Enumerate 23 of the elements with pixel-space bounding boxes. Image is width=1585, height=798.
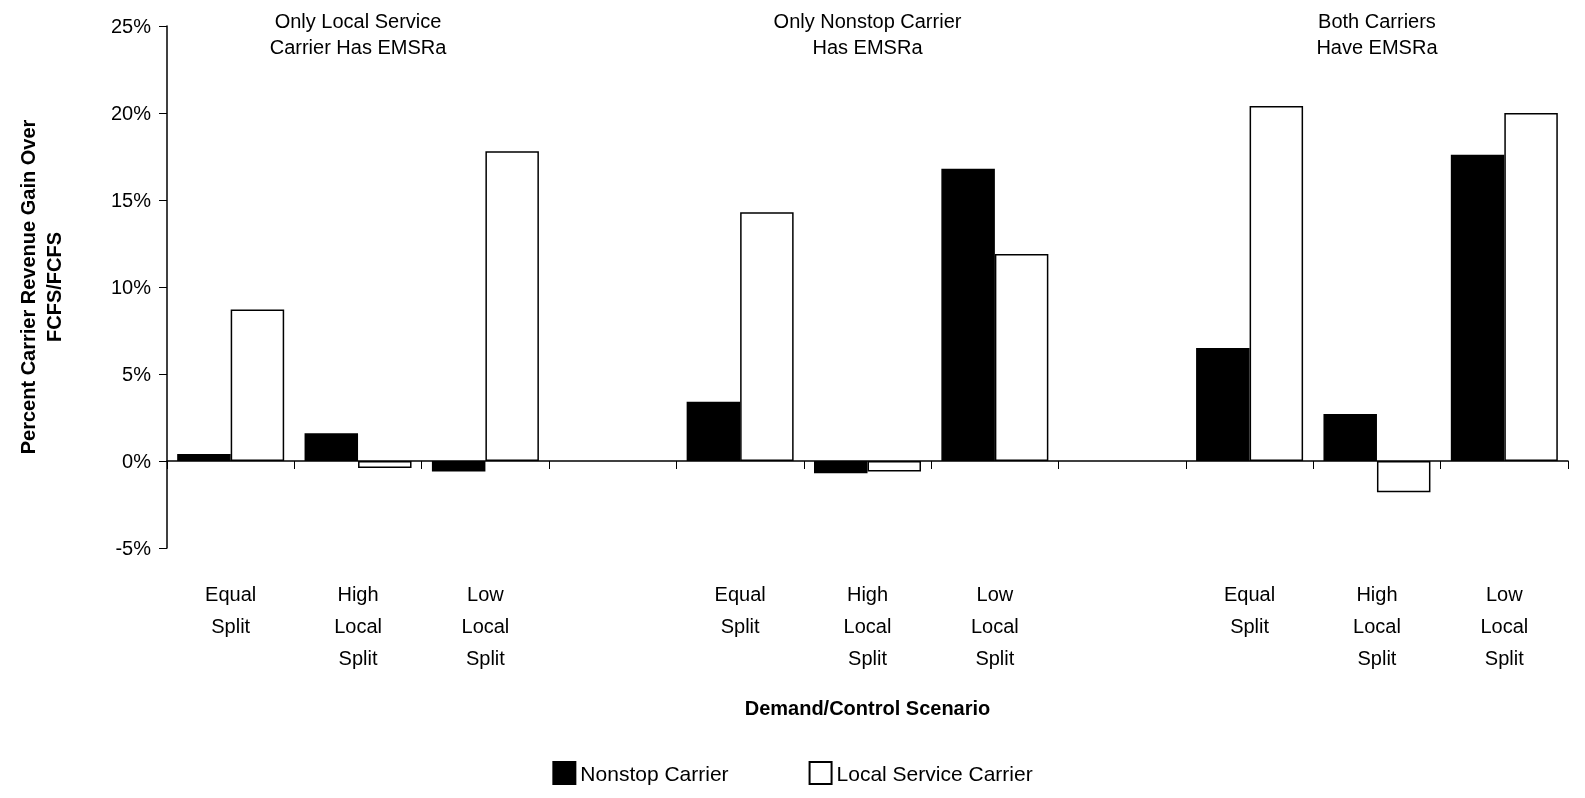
y-tick-label: 25%: [110, 15, 152, 37]
y-tick-label: 0%: [122, 450, 152, 472]
annotation: Only Nonstop Carrier Has EMSRa: [773, 10, 962, 58]
y-tick-label: 10%: [110, 276, 152, 298]
x-tick-label: Low Local Split: [461, 583, 510, 669]
y-tick-label: 20%: [110, 102, 152, 124]
x-tick-label: High Local Split: [843, 583, 892, 669]
y-tick-label: 15%: [110, 189, 152, 211]
y-tick-label: 5%: [122, 363, 152, 385]
x-tick-label: Equal Split: [205, 583, 257, 637]
y-axis-title: Percent Carrier Revenue Gain Over FCFS/FCFS: [17, 119, 65, 455]
annotation: Both Carriers Have EMSRa: [1316, 10, 1439, 58]
x-axis-title: Demand/Control Scenario: [744, 697, 991, 719]
x-tick-label: Equal Split: [714, 583, 766, 637]
legend-label: Nonstop Carrier: [580, 761, 729, 785]
x-tick-label: Low Local Split: [1480, 583, 1529, 669]
x-tick-label: High Local Split: [334, 583, 382, 669]
x-tick-label: High Local Split: [1353, 583, 1401, 669]
x-tick-label: Low Local Split: [970, 583, 1019, 669]
y-tick-label: -5%: [115, 537, 152, 559]
x-tick-label: Equal Split: [1224, 583, 1276, 637]
legend-label: Local Service Carrier: [836, 761, 1033, 785]
annotation: Only Local Service Carrier Has EMSRa: [269, 10, 448, 58]
